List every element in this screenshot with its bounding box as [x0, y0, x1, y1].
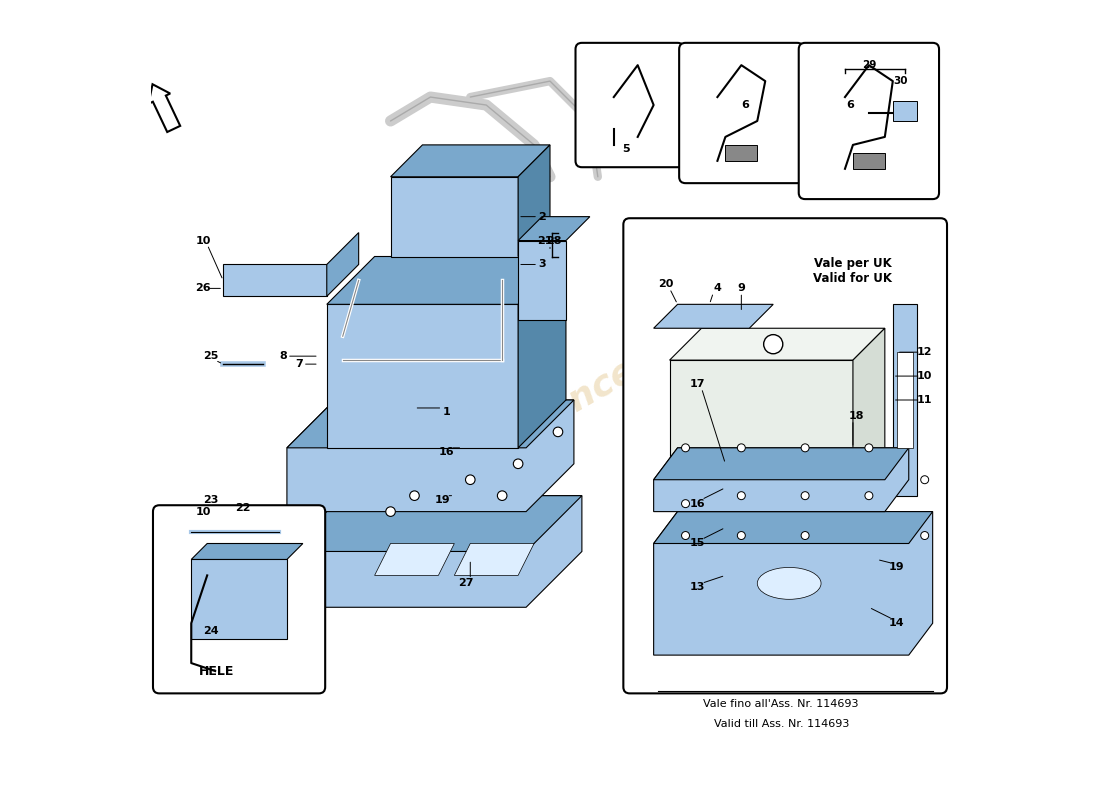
- Polygon shape: [390, 177, 518, 257]
- FancyArrow shape: [148, 84, 180, 132]
- Circle shape: [737, 444, 746, 452]
- Polygon shape: [327, 233, 359, 296]
- Text: Vale fino all'Ass. Nr. 114693: Vale fino all'Ass. Nr. 114693: [703, 699, 859, 709]
- Text: 3: 3: [538, 259, 546, 270]
- Polygon shape: [390, 145, 550, 177]
- Text: 4: 4: [714, 283, 722, 294]
- Polygon shape: [518, 241, 565, 320]
- Circle shape: [553, 427, 563, 437]
- Polygon shape: [375, 543, 454, 575]
- FancyBboxPatch shape: [799, 43, 939, 199]
- Bar: [725, 145, 757, 161]
- Polygon shape: [287, 496, 582, 607]
- Polygon shape: [191, 559, 287, 639]
- Polygon shape: [454, 543, 535, 575]
- Text: 19: 19: [434, 494, 450, 505]
- Text: 25: 25: [204, 351, 219, 361]
- Bar: [896, 352, 913, 448]
- Text: 26: 26: [196, 283, 211, 294]
- Polygon shape: [653, 304, 773, 328]
- Text: Valid till Ass. Nr. 114693: Valid till Ass. Nr. 114693: [714, 719, 849, 729]
- Text: 5: 5: [621, 144, 629, 154]
- Text: 10: 10: [196, 506, 211, 517]
- Text: 19: 19: [889, 562, 904, 573]
- FancyBboxPatch shape: [153, 506, 326, 694]
- Text: 11: 11: [917, 395, 933, 405]
- Text: 6: 6: [846, 100, 854, 110]
- Polygon shape: [287, 400, 574, 512]
- Polygon shape: [327, 257, 565, 304]
- Polygon shape: [191, 543, 302, 559]
- Text: 28: 28: [547, 235, 562, 246]
- Polygon shape: [653, 512, 933, 655]
- Text: 24: 24: [204, 626, 219, 636]
- Polygon shape: [670, 360, 852, 480]
- Text: 9: 9: [737, 283, 746, 294]
- Text: 7: 7: [295, 359, 302, 369]
- Polygon shape: [893, 304, 916, 496]
- FancyBboxPatch shape: [679, 43, 803, 183]
- Text: 15: 15: [690, 538, 705, 549]
- Polygon shape: [518, 145, 550, 257]
- Circle shape: [921, 476, 928, 484]
- Text: 23: 23: [204, 494, 219, 505]
- Polygon shape: [287, 400, 574, 448]
- Text: 12: 12: [917, 347, 933, 357]
- Polygon shape: [653, 448, 909, 512]
- Circle shape: [865, 444, 873, 452]
- Text: 18: 18: [849, 411, 865, 421]
- Polygon shape: [653, 512, 933, 543]
- Text: Vale per UK
Valid for UK: Vale per UK Valid for UK: [813, 257, 892, 285]
- Text: 10: 10: [917, 371, 933, 381]
- Text: 21: 21: [537, 235, 552, 246]
- Polygon shape: [670, 328, 884, 360]
- Text: 16: 16: [690, 498, 705, 509]
- Text: 13: 13: [690, 582, 705, 592]
- Text: HELE: HELE: [199, 665, 234, 678]
- Text: 16: 16: [439, 447, 454, 457]
- Circle shape: [409, 491, 419, 501]
- Text: 20: 20: [658, 279, 673, 290]
- Circle shape: [801, 444, 810, 452]
- Ellipse shape: [757, 567, 821, 599]
- Text: 6: 6: [741, 100, 749, 110]
- Circle shape: [465, 475, 475, 485]
- Circle shape: [386, 507, 395, 516]
- Polygon shape: [287, 496, 582, 551]
- Text: 1: 1: [442, 407, 450, 417]
- Circle shape: [497, 491, 507, 501]
- Polygon shape: [653, 448, 909, 480]
- Text: 27: 27: [459, 578, 474, 588]
- Polygon shape: [518, 257, 565, 448]
- Polygon shape: [852, 328, 884, 480]
- Text: 30: 30: [893, 76, 907, 86]
- Bar: [852, 153, 884, 169]
- Circle shape: [801, 492, 810, 500]
- Circle shape: [801, 531, 810, 539]
- Circle shape: [865, 492, 873, 500]
- Circle shape: [763, 334, 783, 354]
- Circle shape: [921, 531, 928, 539]
- Text: 14: 14: [889, 618, 904, 628]
- FancyBboxPatch shape: [575, 43, 684, 167]
- Polygon shape: [518, 217, 590, 241]
- Text: 22: 22: [235, 502, 251, 513]
- FancyBboxPatch shape: [624, 218, 947, 694]
- Text: 29: 29: [861, 60, 876, 70]
- Circle shape: [682, 444, 690, 452]
- Text: a par or parts since 1985: a par or parts since 1985: [280, 298, 740, 582]
- Bar: [893, 101, 916, 121]
- Circle shape: [682, 531, 690, 539]
- Circle shape: [737, 492, 746, 500]
- Polygon shape: [223, 265, 327, 296]
- Polygon shape: [327, 304, 518, 448]
- Circle shape: [514, 459, 522, 469]
- Circle shape: [682, 500, 690, 508]
- Text: 10: 10: [196, 235, 211, 246]
- Text: 17: 17: [690, 379, 705, 389]
- Text: 8: 8: [279, 351, 287, 361]
- Circle shape: [737, 531, 746, 539]
- Text: 2: 2: [538, 212, 546, 222]
